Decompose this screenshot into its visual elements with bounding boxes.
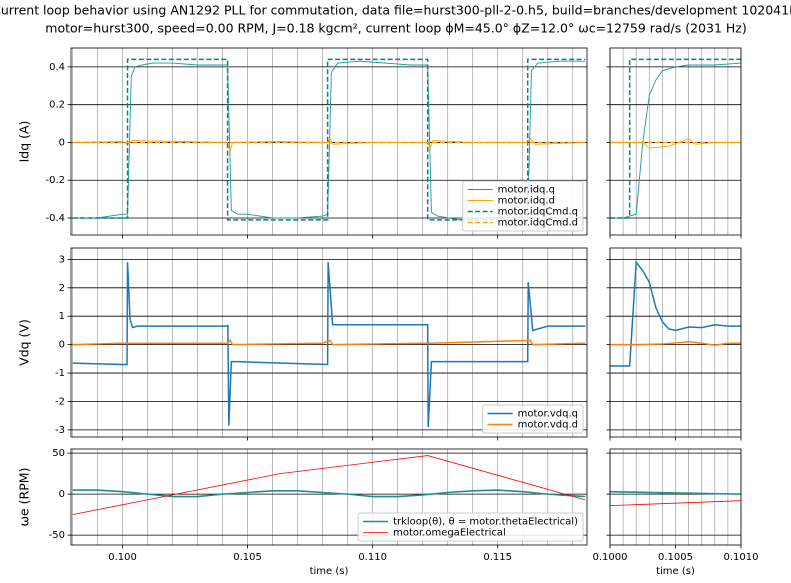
series-line [72,339,586,346]
legend-label: motor.vdq.q [518,409,578,420]
y-tick-label: 2 [59,283,65,294]
plot-frame [70,247,588,438]
x-tick-label: 0.1000 [593,552,628,563]
plot-frame [70,448,588,546]
legend-label: motor.omegaElectrical [393,528,506,539]
y-tick-label: 1 [59,311,65,322]
y-tick-label: -2 [55,396,65,407]
y-tick-label: -1 [55,368,65,379]
plot-frame [70,47,588,236]
y-tick-label: 50 [52,448,65,459]
y-axis-label: ωe (RPM) [17,468,32,527]
legend: trkloop(θ), θ = motor.thetaElectrical)mo… [357,512,584,542]
y-tick-label: 0.2 [49,100,65,111]
x-axis-label: time (s) [656,566,695,577]
x-tick-label: 0.115 [483,552,512,563]
series-line [72,262,586,428]
y-axis-label: Vdq (V) [17,319,32,366]
y-tick-label: 0 [59,489,65,500]
legend-box [357,512,584,542]
legend-box [482,404,584,434]
x-tick-label: 0.110 [358,552,387,563]
x-tick-label: 0.105 [233,552,262,563]
y-axis-label: Idq (A) [17,121,32,163]
legend-label: motor.idqCmd.q [498,207,578,218]
series-line [72,455,586,516]
y-tick-label: 0 [59,137,65,148]
legend-label: motor.idq.q [498,185,555,196]
x-tick-label: 0.1010 [724,552,759,563]
legend-label: motor.idqCmd.d [498,218,578,229]
chart-subtitle: motor=hurst300, speed=0.00 RPM, J=0.18 k… [45,21,746,36]
legend: motor.idq.qmotor.idq.dmotor.idqCmd.qmoto… [462,180,584,232]
legend-label: trkloop(θ), θ = motor.thetaElectrical) [393,517,578,528]
series-line [610,58,741,219]
y-tick-label: 3 [59,254,65,265]
series-line [610,260,741,367]
legend-label: motor.vdq.d [518,420,578,431]
series-line [610,490,741,495]
legend-label: motor.idq.d [498,196,555,207]
series-line [610,341,741,346]
x-tick-label: 0.100 [108,552,137,563]
y-tick-label: -3 [55,425,65,436]
legend-box [462,180,584,232]
y-tick-label: 0.4 [49,62,65,73]
y-tick-label: -50 [49,530,65,541]
x-axis-label: time (s) [310,566,349,577]
series-line [72,489,586,498]
chart-title: Current loop behavior using AN1292 PLL f… [0,3,791,18]
y-tick-label: -0.4 [45,213,65,224]
series-line [610,62,741,219]
series-line [610,500,741,507]
y-tick-label: -0.2 [45,175,65,186]
x-tick-label: 0.1005 [658,552,693,563]
y-tick-label: 0 [59,340,65,351]
